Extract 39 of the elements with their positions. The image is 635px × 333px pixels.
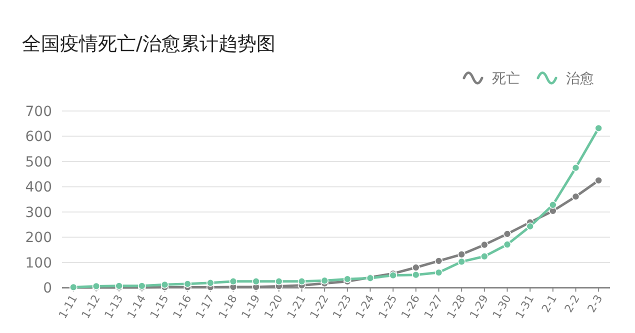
point bbox=[229, 277, 238, 286]
point bbox=[160, 280, 169, 289]
point bbox=[184, 280, 192, 288]
point bbox=[572, 192, 580, 200]
y-tick-label: 0 bbox=[43, 280, 52, 297]
point bbox=[412, 264, 420, 272]
x-tick-label: 2-2 bbox=[562, 292, 582, 315]
y-tick-label: 200 bbox=[25, 230, 52, 246]
chart-title: 全国疫情死亡/治愈累计趋势图 bbox=[22, 33, 276, 55]
y-tick-label: 600 bbox=[25, 129, 52, 146]
x-tick-label: 2-1 bbox=[539, 292, 560, 315]
x-tick-label: 2-3 bbox=[584, 292, 606, 315]
point bbox=[458, 258, 466, 266]
y-tick-label: 400 bbox=[25, 180, 52, 196]
y-tick-label: 300 bbox=[25, 204, 52, 221]
point bbox=[275, 277, 283, 286]
point bbox=[594, 124, 602, 132]
point bbox=[503, 240, 512, 248]
point bbox=[480, 252, 488, 260]
legend-label: 死亡 bbox=[492, 71, 520, 87]
point bbox=[480, 240, 488, 249]
y-tick-label: 500 bbox=[25, 154, 52, 170]
point bbox=[320, 276, 328, 285]
point bbox=[572, 164, 580, 172]
point bbox=[526, 222, 534, 230]
y-tick-label: 100 bbox=[25, 255, 52, 272]
point bbox=[344, 275, 352, 284]
point bbox=[458, 250, 466, 258]
point bbox=[252, 277, 260, 286]
point bbox=[503, 230, 512, 238]
point bbox=[298, 277, 306, 286]
point bbox=[434, 268, 443, 276]
point bbox=[412, 270, 420, 279]
legend-label: 治愈 bbox=[566, 71, 594, 87]
y-tick-label: 700 bbox=[25, 104, 52, 120]
point bbox=[549, 201, 557, 209]
point bbox=[594, 176, 602, 184]
point bbox=[206, 279, 214, 287]
point bbox=[434, 257, 443, 265]
